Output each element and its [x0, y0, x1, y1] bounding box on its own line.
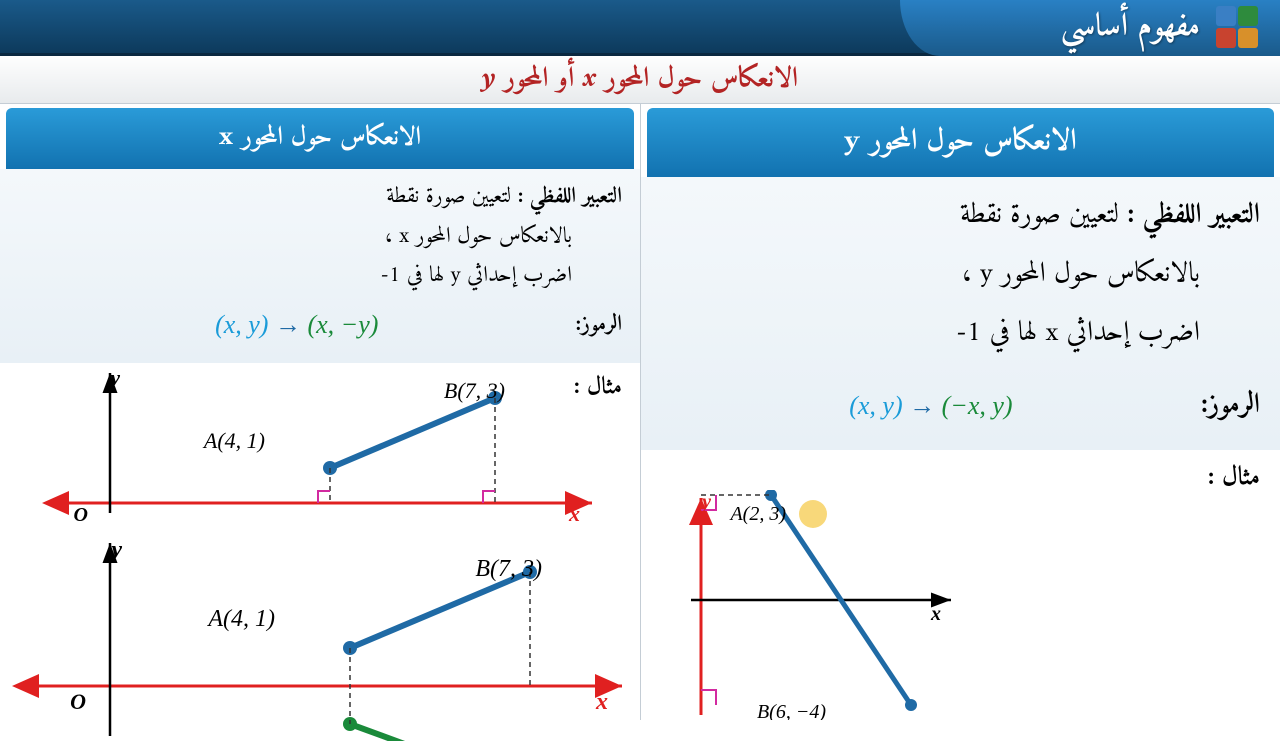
- right-verbal-line2: بالانعكاس حول المحور x ،: [18, 217, 622, 257]
- right-graph2-container: y x O A(4, 1) B(7, 3): [0, 531, 640, 741]
- right-verbal-line3: اضرب إحداثي y لها في 1-: [18, 256, 622, 296]
- subtitle-prefix: الانعكاس حول المحور: [597, 55, 799, 104]
- right-formula: (x, y) → (x, −y): [18, 302, 576, 349]
- right-graph1-svg: y x O A(4, 1) B(7, 3): [40, 363, 600, 523]
- left-x-axis-label: x: [930, 603, 941, 625]
- left-verbal-line1: لتعيين صورة نقطة: [960, 191, 1119, 240]
- icon-sq-tr: [1216, 6, 1236, 26]
- left-point-B: B(6, −4): [757, 701, 826, 720]
- left-verbal-line3: اضرب إحداثي x لها في 1-: [661, 305, 1260, 364]
- arrow-icon: →: [909, 391, 942, 420]
- left-formula: (x, y) → (−x, y): [661, 379, 1201, 434]
- arrow-icon: →: [275, 310, 308, 339]
- icon-sq-br: [1216, 28, 1236, 48]
- left-section-header: الانعكاس حول المحور y: [647, 108, 1274, 177]
- left-symbol-label: الرموز:: [1201, 377, 1260, 436]
- right-g2-A: A(4, 1): [206, 606, 275, 632]
- right-g1-A: A(4, 1): [202, 428, 265, 453]
- left-verbal-line2: بالانعكاس حول المحور y ،: [661, 246, 1260, 305]
- left-y-axis-label: y: [700, 491, 711, 513]
- subtitle-bar: الانعكاس حول المحور x أو المحور y: [0, 56, 1280, 104]
- concept-badge: مفهوم أساسي: [900, 0, 1280, 56]
- left-section-body: التعبير اللفظي : لتعيين صورة نقطة بالانع…: [641, 177, 1280, 450]
- right-g2-y-label: y: [108, 537, 122, 563]
- subtitle-x: x: [583, 55, 597, 104]
- left-graph-svg: y x A(2, 3) B(6, −4): [651, 490, 1071, 720]
- subtitle-mid: أو المحور: [496, 55, 583, 104]
- left-formula-src: (x, y): [849, 391, 902, 420]
- right-formula-dst: (x, −y): [307, 310, 378, 339]
- subtitle-text: الانعكاس حول المحور x أو المحور y: [482, 55, 798, 104]
- left-formula-dst: (−x, y): [942, 391, 1013, 420]
- right-g2-O: O: [70, 689, 86, 714]
- right-g2-x-label: x: [595, 689, 608, 715]
- icon-sq-tl: [1238, 6, 1258, 26]
- right-g1-O: O: [74, 504, 88, 523]
- subtitle-y: y: [482, 55, 496, 104]
- content: الانعكاس حول المحور y التعبير اللفظي : ل…: [0, 104, 1280, 720]
- header-bar: مفهوم أساسي: [0, 0, 1280, 56]
- concept-icon: [1212, 4, 1260, 52]
- left-graph: y x A(2, 3) B(6, −4): [651, 490, 1071, 720]
- right-graph1-container: مثال :: [0, 363, 640, 523]
- right-g2-B: B(7, 3): [475, 556, 542, 582]
- right-section-body: التعبير اللفظي : لتعيين صورة نقطة بالانع…: [0, 169, 640, 363]
- left-example-label: مثال :: [1208, 456, 1260, 501]
- right-g1-x-label: x: [568, 501, 580, 523]
- right-verbal-row: التعبير اللفظي : لتعيين صورة نقطة: [18, 177, 622, 217]
- right-graph2-svg: y x O A(4, 1) B(7, 3): [10, 531, 630, 741]
- right-verbal-line1: لتعيين صورة نقطة: [386, 177, 511, 216]
- concept-label: مفهوم أساسي: [1061, 0, 1200, 56]
- left-point-A: A(2, 3): [728, 503, 786, 525]
- right-verbal-label: التعبير اللفظي :: [518, 177, 622, 216]
- right-column: الانعكاس حول المحور x التعبير اللفظي : ل…: [0, 104, 640, 720]
- right-g1-B: B(7, 3): [444, 378, 505, 403]
- right-symbol-label: الرموز:: [576, 305, 623, 345]
- left-column: الانعكاس حول المحور y التعبير اللفظي : ل…: [640, 104, 1280, 720]
- left-verbal-row: التعبير اللفظي : لتعيين صورة نقطة: [661, 187, 1260, 246]
- left-verbal-label: التعبير اللفظي :: [1127, 191, 1260, 240]
- right-section-header: الانعكاس حول المحور x: [6, 108, 634, 169]
- icon-sq-bl: [1238, 28, 1258, 48]
- right-formula-src: (x, y): [215, 310, 268, 339]
